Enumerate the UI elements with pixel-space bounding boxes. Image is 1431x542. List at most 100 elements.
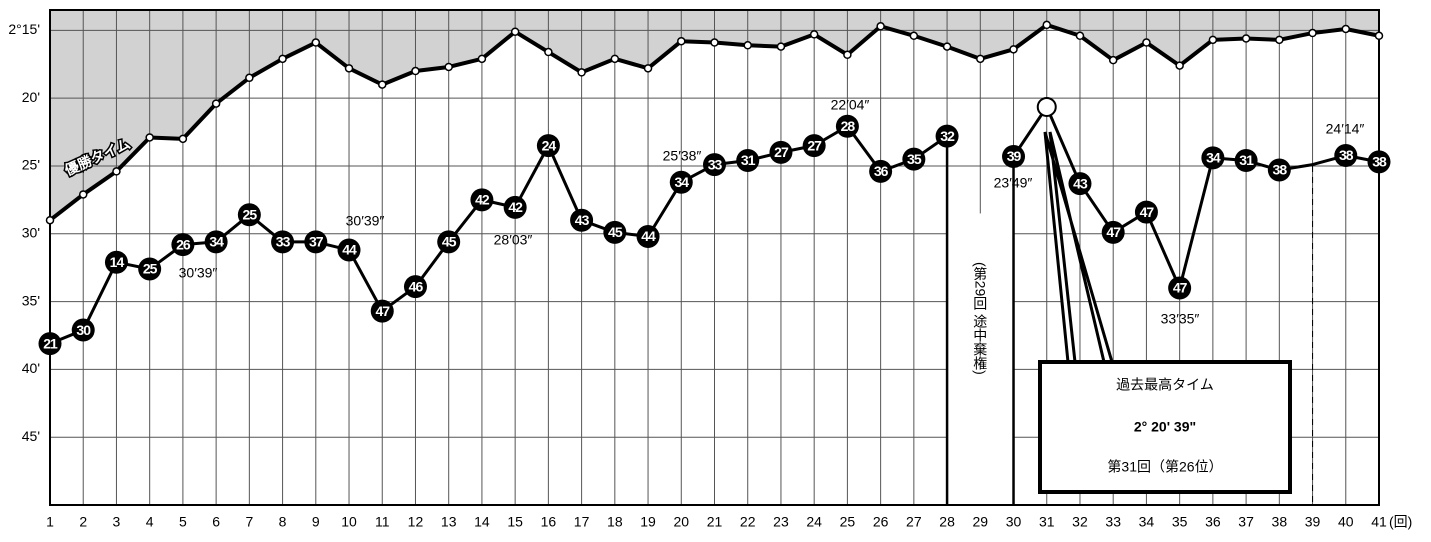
x-tick-label: 11 bbox=[375, 514, 390, 530]
x-tick-label: 12 bbox=[408, 514, 424, 530]
annotation: 23′49″ bbox=[994, 175, 1033, 191]
rank-label: 35 bbox=[907, 151, 922, 167]
y-tick-label: 20' bbox=[22, 89, 40, 105]
rank-point bbox=[736, 149, 760, 173]
callout-note: 第31回（第26位） bbox=[1107, 459, 1222, 475]
x-tick-label: 31 bbox=[1039, 514, 1055, 530]
winning-point bbox=[1241, 34, 1251, 43]
rank-point bbox=[138, 257, 162, 281]
rank-label: 42 bbox=[508, 199, 523, 215]
winning-point bbox=[411, 66, 420, 76]
rank-label: 44 bbox=[342, 242, 357, 258]
rank-point bbox=[669, 170, 693, 194]
x-tick-label: 6 bbox=[212, 514, 220, 530]
rank-point bbox=[935, 124, 959, 148]
rank-label: 38 bbox=[1273, 162, 1288, 178]
winning-point bbox=[78, 190, 88, 199]
rank-label: 43 bbox=[1073, 175, 1088, 191]
rank-point bbox=[1267, 158, 1291, 182]
rank-label: 21 bbox=[43, 335, 58, 351]
rank-point bbox=[38, 332, 62, 356]
rank-point bbox=[636, 224, 660, 248]
rank-label: 34 bbox=[209, 234, 224, 250]
winning-point bbox=[1075, 31, 1085, 41]
callout-title: 過去最高タイム bbox=[1116, 377, 1214, 393]
rank-label: 28 bbox=[841, 118, 856, 134]
rank-label: 33 bbox=[276, 234, 291, 250]
winning-point bbox=[1042, 20, 1051, 30]
winning-point bbox=[643, 64, 653, 73]
winning-point bbox=[976, 54, 985, 64]
x-tick-label: 13 bbox=[441, 514, 457, 530]
rank-point bbox=[902, 147, 926, 171]
rank-label: 33 bbox=[708, 156, 723, 172]
rank-label: 32 bbox=[940, 128, 955, 144]
x-tick-label: 1 bbox=[46, 514, 54, 530]
winning-point bbox=[510, 27, 520, 36]
x-tick-label: 14 bbox=[474, 514, 490, 530]
callout-time: 2° 20' 39" bbox=[1134, 419, 1196, 435]
rank-point bbox=[1334, 144, 1358, 168]
y-tick-label: 2°15' bbox=[8, 21, 40, 37]
annotation: 22′04″ bbox=[831, 97, 870, 113]
winning-point bbox=[378, 80, 387, 89]
rank-label: 26 bbox=[176, 236, 191, 252]
rank-point bbox=[171, 233, 195, 257]
x-tick-label: 32 bbox=[1072, 514, 1088, 530]
winning-point bbox=[843, 50, 852, 60]
winning-point bbox=[776, 42, 786, 51]
rank-label: 46 bbox=[409, 278, 424, 294]
annotation: 30′39″ bbox=[346, 213, 385, 229]
rank-point bbox=[1101, 220, 1125, 244]
x-tick-label: 17 bbox=[574, 514, 590, 530]
winning-point bbox=[477, 54, 487, 64]
rank-label: 31 bbox=[1239, 152, 1254, 168]
winning-point bbox=[1341, 24, 1351, 34]
rank-point bbox=[403, 275, 427, 299]
rank-point bbox=[536, 134, 560, 158]
winning-point bbox=[112, 167, 121, 176]
rank-label: 36 bbox=[874, 163, 889, 179]
x-tick-label: 21 bbox=[707, 514, 723, 530]
winning-point bbox=[1108, 55, 1118, 65]
x-tick-label: 16 bbox=[541, 514, 557, 530]
winning-point bbox=[876, 22, 885, 31]
rank-point bbox=[1234, 149, 1258, 173]
x-tick-label: 23 bbox=[773, 514, 789, 530]
rank-point bbox=[71, 318, 95, 342]
x-tick-label: 30 bbox=[1006, 514, 1022, 530]
callout-box bbox=[1038, 360, 1292, 494]
rank-point bbox=[1168, 276, 1192, 300]
x-tick-label: 7 bbox=[245, 514, 253, 530]
rank-label: 34 bbox=[1206, 150, 1221, 166]
rank-point bbox=[437, 230, 461, 254]
rank-point bbox=[204, 230, 228, 254]
winning-point bbox=[344, 64, 354, 73]
rank-point bbox=[1134, 200, 1158, 224]
x-tick-label: 26 bbox=[873, 514, 889, 530]
winning-point bbox=[45, 215, 55, 225]
x-tick-label: 38 bbox=[1272, 514, 1288, 530]
x-tick-label: 4 bbox=[146, 514, 154, 530]
callout-pointer bbox=[1043, 131, 1114, 364]
x-tick-label: 35 bbox=[1172, 514, 1188, 530]
rank-point bbox=[1367, 150, 1391, 174]
x-tick-label: 2 bbox=[79, 514, 87, 530]
annotation: 25′38″ bbox=[663, 148, 702, 164]
rank-point bbox=[769, 140, 793, 164]
y-tick-label: 35' bbox=[22, 292, 40, 308]
x-tick-label: 39 bbox=[1305, 514, 1321, 530]
winning-point bbox=[1308, 28, 1317, 38]
winning-point bbox=[245, 73, 254, 83]
rank-label: 25 bbox=[143, 261, 158, 277]
rank-point bbox=[835, 114, 859, 138]
rank-label: 38 bbox=[1372, 154, 1387, 170]
annotation: 28′03″ bbox=[494, 232, 533, 248]
rank-label: 31 bbox=[741, 152, 756, 168]
gap bbox=[948, 213, 1013, 505]
x-tick-label: 22 bbox=[740, 514, 756, 530]
annotation: 30′39″ bbox=[179, 265, 218, 281]
x-tick-label: 40 bbox=[1338, 514, 1354, 530]
rank-point bbox=[570, 208, 594, 232]
